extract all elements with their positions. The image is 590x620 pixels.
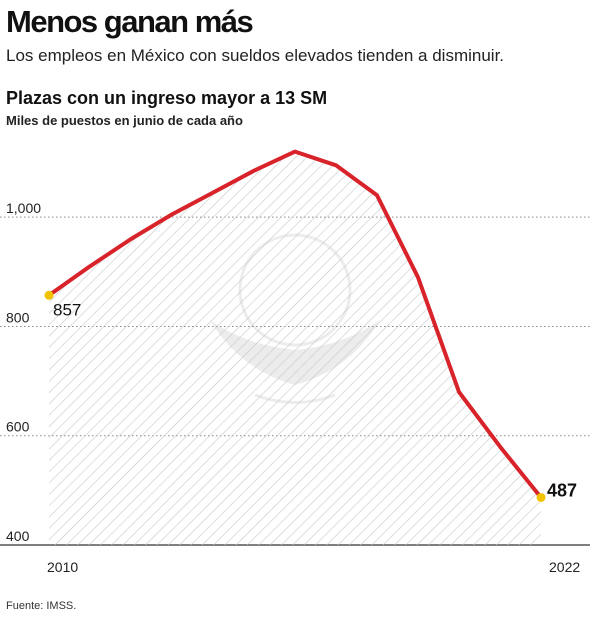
x-tick-label: 2022 (549, 559, 580, 575)
y-tick-label: 600 (6, 419, 30, 435)
y-tick-label: 1,000 (6, 200, 41, 216)
y-tick-label: 800 (6, 309, 30, 325)
page-subtitle: Los empleos en México con sueldos elevad… (6, 46, 505, 65)
endpoint-marker (44, 290, 54, 300)
chart-title: Plazas con un ingreso mayor a 13 SM (6, 88, 328, 108)
y-tick-label: 400 (6, 528, 30, 544)
area-fill (49, 151, 541, 545)
x-tick-label: 2010 (47, 559, 78, 575)
data-label: 857 (53, 300, 81, 319)
source-note: Fuente: IMSS. (6, 600, 77, 612)
data-label: 487 (547, 480, 577, 500)
chart-subtitle: Miles de puestos en junio de cada año (6, 113, 243, 128)
page-title: Menos ganan más (6, 4, 254, 39)
endpoint-marker (536, 492, 546, 502)
series-line (47, 149, 543, 500)
